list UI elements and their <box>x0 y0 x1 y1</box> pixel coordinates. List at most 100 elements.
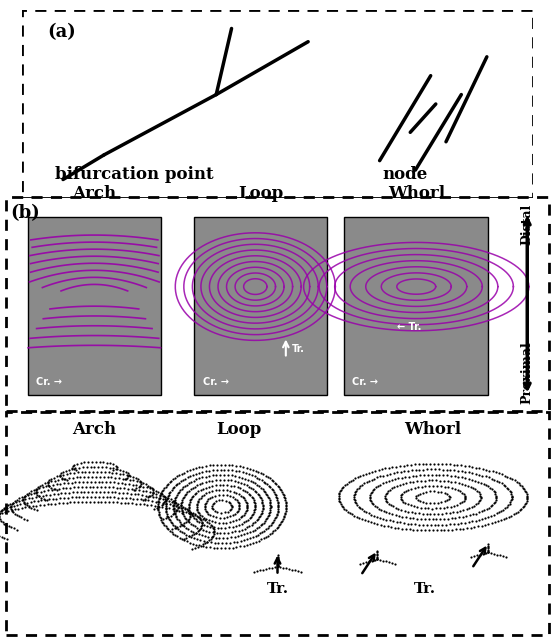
Point <box>395 511 403 521</box>
Point <box>196 540 205 550</box>
Point <box>95 457 104 467</box>
Point <box>148 496 157 506</box>
Point <box>449 460 458 470</box>
Point <box>19 497 28 507</box>
Point <box>233 508 241 518</box>
Point <box>243 528 252 538</box>
Point <box>74 497 83 508</box>
Point <box>470 500 479 511</box>
Point <box>356 503 365 513</box>
Point <box>382 556 391 566</box>
Point <box>183 515 192 525</box>
Point <box>59 493 68 503</box>
Point <box>187 532 196 542</box>
Point <box>9 501 18 511</box>
Point <box>107 487 116 497</box>
Point <box>37 493 46 503</box>
Point <box>222 518 231 528</box>
Point <box>6 502 15 512</box>
Point <box>3 503 12 513</box>
Point <box>473 497 482 508</box>
Point <box>44 477 53 487</box>
Point <box>249 477 258 487</box>
Point <box>19 493 28 504</box>
Point <box>224 527 233 538</box>
Point <box>161 521 170 531</box>
Point <box>223 532 231 543</box>
Point <box>210 506 219 516</box>
Point <box>169 501 178 511</box>
Point <box>418 520 427 530</box>
Point <box>204 481 213 492</box>
Point <box>196 510 205 520</box>
Point <box>209 498 218 508</box>
Point <box>236 483 245 493</box>
Point <box>107 472 116 483</box>
Point <box>220 528 229 538</box>
Point <box>432 481 441 491</box>
Point <box>170 521 179 531</box>
Point <box>181 504 190 515</box>
Point <box>227 502 236 512</box>
Point <box>58 467 67 477</box>
Point <box>200 504 209 514</box>
Point <box>461 467 470 477</box>
Point <box>249 507 258 517</box>
Point <box>482 504 491 514</box>
Point <box>41 495 49 505</box>
Point <box>178 520 187 530</box>
Point <box>344 506 352 516</box>
Point <box>398 511 407 522</box>
Point <box>454 472 463 482</box>
Point <box>358 504 367 515</box>
Point <box>278 516 287 526</box>
Point <box>141 490 150 500</box>
Text: node: node <box>382 166 428 183</box>
Point <box>370 511 379 521</box>
Point <box>77 467 86 477</box>
Point <box>0 518 9 529</box>
Point <box>272 479 281 490</box>
Point <box>135 485 144 495</box>
Point <box>263 513 271 523</box>
Point <box>434 520 443 530</box>
Point <box>262 524 271 534</box>
Point <box>163 491 172 501</box>
Point <box>399 497 408 507</box>
Point <box>70 460 79 470</box>
Point <box>86 461 95 472</box>
Point <box>184 524 193 534</box>
Point <box>130 489 139 499</box>
Point <box>397 495 406 505</box>
Point <box>179 483 188 493</box>
Point <box>168 518 176 529</box>
Point <box>490 509 498 520</box>
Point <box>376 505 385 515</box>
Point <box>273 552 282 562</box>
Point <box>223 485 231 495</box>
Point <box>412 470 421 481</box>
Point <box>356 481 365 492</box>
Point <box>66 483 75 493</box>
Point <box>495 468 503 479</box>
Point <box>265 508 274 518</box>
Text: Arch: Arch <box>72 185 117 202</box>
Point <box>29 485 38 495</box>
Text: Proximal: Proximal <box>521 341 534 404</box>
Point <box>103 472 112 482</box>
Point <box>249 518 258 529</box>
Point <box>457 472 466 483</box>
Point <box>167 476 176 486</box>
Point <box>523 494 532 504</box>
Point <box>250 498 259 508</box>
Point <box>162 500 170 511</box>
Point <box>250 497 259 507</box>
Point <box>201 497 210 508</box>
Point <box>458 488 467 498</box>
Point <box>21 491 29 501</box>
Point <box>47 476 56 486</box>
Point <box>461 517 470 527</box>
Point <box>389 516 398 526</box>
Point <box>461 473 470 483</box>
Point <box>379 506 388 516</box>
